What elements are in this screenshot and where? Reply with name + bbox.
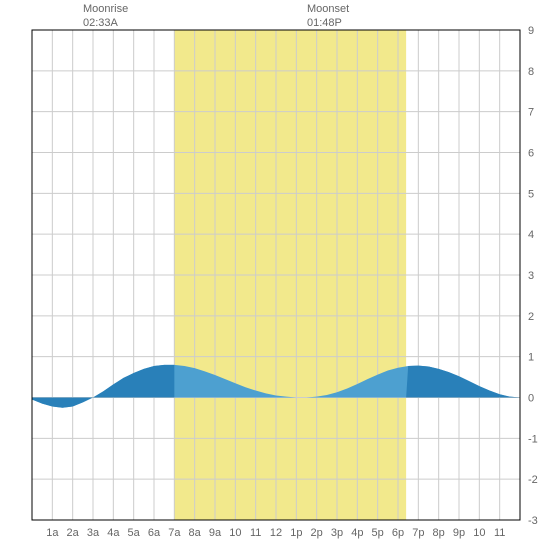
- moonset-label: Moonset: [307, 3, 349, 15]
- x-tick-label: 6p: [392, 527, 404, 539]
- x-tick-label: 9a: [209, 527, 222, 539]
- x-tick-label: 1p: [290, 527, 302, 539]
- moonset-header: Moonset 01:48P: [307, 2, 349, 31]
- x-tick-label: 10: [473, 527, 485, 539]
- y-tick-label: 3: [528, 270, 534, 282]
- y-tick-label: 9: [528, 25, 534, 37]
- x-tick-label: 5a: [128, 527, 141, 539]
- y-tick-label: -3: [528, 515, 538, 527]
- moonrise-header: Moonrise 02:33A: [83, 2, 128, 31]
- x-tick-label: 4p: [351, 527, 363, 539]
- x-tick-label: 3p: [331, 527, 343, 539]
- y-tick-label: 5: [528, 188, 534, 200]
- x-tick-label: 11: [250, 527, 261, 539]
- x-tick-label: 8a: [189, 527, 202, 539]
- y-tick-label: 8: [528, 66, 534, 78]
- tide-area: [406, 366, 520, 398]
- y-tick-label: 7: [528, 107, 534, 119]
- x-tick-label: 11: [494, 527, 505, 539]
- tide-chart-svg: -3-2-101234567891a2a3a4a5a6a7a8a9a101112…: [0, 0, 550, 550]
- y-tick-label: -2: [528, 474, 538, 486]
- tide-area: [32, 365, 174, 408]
- y-tick-label: 6: [528, 148, 534, 160]
- x-tick-label: 12: [270, 527, 282, 539]
- x-tick-label: 3a: [87, 527, 100, 539]
- x-tick-label: 5p: [372, 527, 384, 539]
- x-tick-label: 2a: [67, 527, 80, 539]
- moonset-time: 01:48P: [307, 17, 342, 29]
- y-tick-label: 2: [528, 311, 534, 323]
- moonrise-time: 02:33A: [83, 17, 118, 29]
- x-tick-label: 8p: [433, 527, 445, 539]
- tide-chart-container: Moonrise 02:33A Moonset 01:48P -3-2-1012…: [0, 0, 550, 550]
- x-tick-label: 4a: [107, 527, 120, 539]
- x-tick-label: 9p: [453, 527, 465, 539]
- moonrise-label: Moonrise: [83, 3, 128, 15]
- y-tick-label: 4: [528, 229, 534, 241]
- x-tick-label: 7a: [168, 527, 181, 539]
- y-tick-label: -1: [528, 433, 538, 445]
- x-tick-label: 1a: [46, 527, 59, 539]
- x-tick-label: 2p: [311, 527, 323, 539]
- x-tick-label: 7p: [412, 527, 424, 539]
- y-tick-label: 1: [528, 352, 534, 364]
- x-tick-label: 6a: [148, 527, 161, 539]
- y-tick-label: 0: [528, 393, 534, 405]
- x-tick-label: 10: [229, 527, 241, 539]
